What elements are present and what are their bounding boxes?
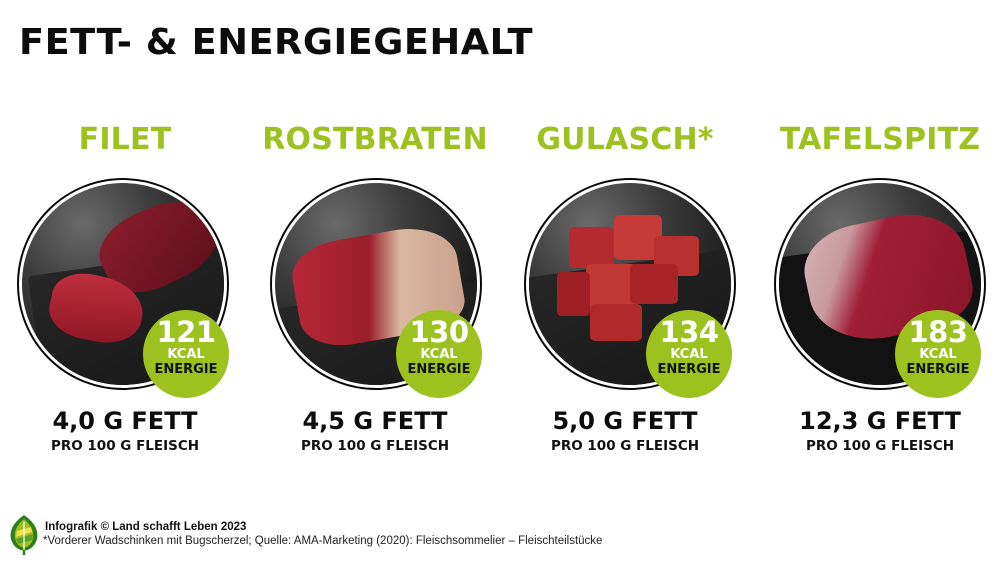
- card-gulasch: GULASCH* 134 KCAL ENERGIE 5,0 G FETT PRO…: [500, 120, 750, 460]
- per-100g-label: PRO 100 G FLEISCH: [50, 438, 200, 454]
- kcal-value: 183: [908, 315, 968, 349]
- fat-value: 4,0 G FETT: [52, 407, 198, 435]
- leaf-logo-icon: [10, 515, 38, 555]
- energy-badge: 183 KCAL ENERGIE: [895, 310, 981, 398]
- kcal-value: 134: [659, 315, 719, 349]
- kcal-unit: KCAL: [919, 347, 957, 362]
- fat-value: 5,0 G FETT: [552, 407, 698, 435]
- energy-badge: 134 KCAL ENERGIE: [646, 310, 732, 398]
- fat-value: 12,3 G FETT: [799, 407, 961, 435]
- kcal-value: 121: [156, 315, 216, 349]
- energy-label: ENERGIE: [154, 362, 218, 377]
- energy-badge: 121 KCAL ENERGIE: [143, 310, 229, 398]
- cut-name: GULASCH*: [536, 122, 714, 157]
- energy-label: ENERGIE: [657, 362, 721, 377]
- kcal-unit: KCAL: [670, 347, 708, 362]
- energy-badge: 130 KCAL ENERGIE: [396, 310, 482, 398]
- cut-name: FILET: [78, 122, 172, 157]
- page-title: FETT- & ENERGIEGEHALT: [19, 22, 534, 63]
- kcal-unit: KCAL: [167, 347, 205, 362]
- cut-name: ROSTBRATEN: [262, 122, 488, 157]
- per-100g-label: PRO 100 G FLEISCH: [300, 438, 450, 454]
- kcal-value: 130: [409, 315, 469, 349]
- meat-photo-frame: [17, 178, 229, 390]
- source-note: *Vorderer Wadschinken mit Bugscherzel; Q…: [43, 535, 603, 547]
- cut-name: TAFELSPITZ: [779, 122, 981, 157]
- fat-value: 4,5 G FETT: [302, 407, 448, 435]
- kcal-unit: KCAL: [420, 347, 458, 362]
- card-filet: FILET 121 KCAL ENERGIE 4,0 G FETT PRO 10…: [0, 120, 250, 460]
- credit-text: Infografik © Land schafft Leben 2023: [45, 521, 247, 533]
- per-100g-label: PRO 100 G FLEISCH: [550, 438, 700, 454]
- energy-label: ENERGIE: [407, 362, 471, 377]
- energy-label: ENERGIE: [906, 362, 970, 377]
- card-tafelspitz: TAFELSPITZ 183 KCAL ENERGIE 12,3 G FETT …: [755, 120, 1000, 460]
- per-100g-label: PRO 100 G FLEISCH: [805, 438, 955, 454]
- card-rostbraten: ROSTBRATEN 130 KCAL ENERGIE 4,5 G FETT P…: [250, 120, 500, 460]
